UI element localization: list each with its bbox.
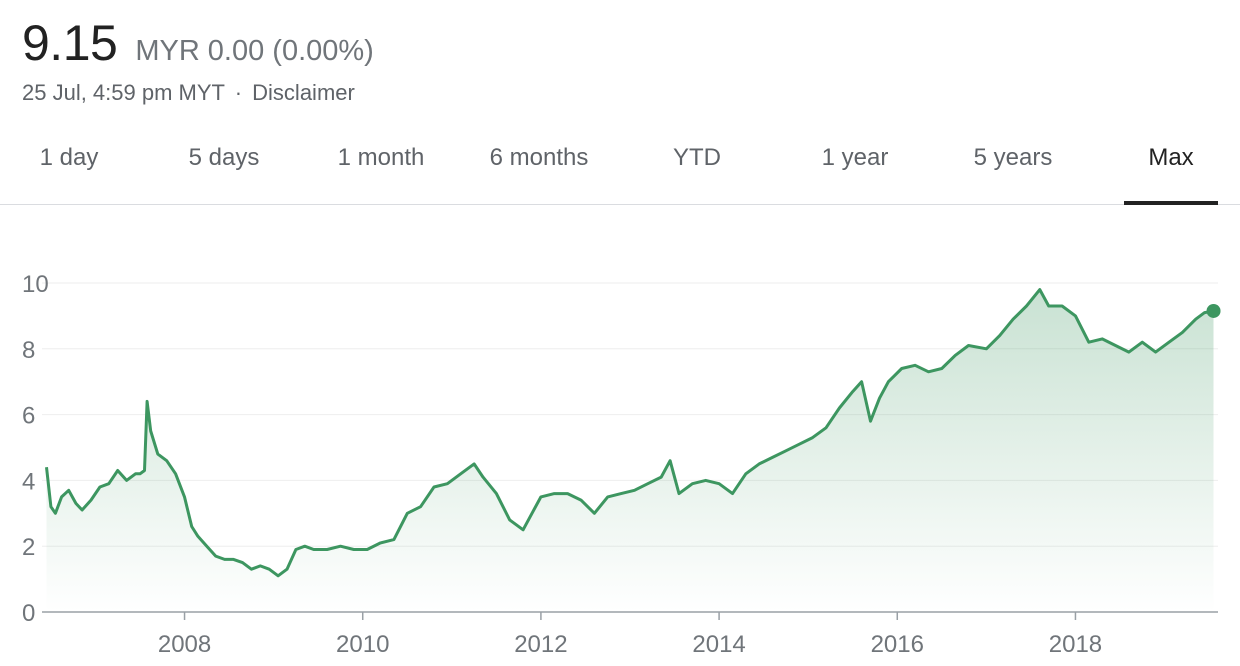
y-tick-label: 0 xyxy=(22,600,35,627)
tab-1-year[interactable]: 1 year xyxy=(821,144,889,171)
tab-1-month[interactable]: 1 month xyxy=(337,144,425,171)
tab-max[interactable]: Max xyxy=(1124,118,1218,205)
tab-5-days[interactable]: 5 days xyxy=(188,144,260,171)
stock-price: 9.15 xyxy=(22,15,118,71)
x-tick-label: 2010 xyxy=(336,631,389,658)
quote-subline: 25 Jul, 4:59 pm MYT · Disclaimer xyxy=(22,80,374,106)
y-axis-ticks: 0 2 4 6 8 10 xyxy=(22,271,49,627)
y-tick-label: 10 xyxy=(22,271,49,298)
tab-5-years[interactable]: 5 years xyxy=(973,144,1053,171)
price-line xyxy=(45,288,1214,578)
y-tick-label: 8 xyxy=(22,337,35,364)
tab-ytd[interactable]: YTD xyxy=(673,144,721,171)
separator: · xyxy=(234,80,243,105)
range-tabs: 1 day 5 days 1 month 6 months YTD 1 year… xyxy=(0,118,1240,205)
y-tick-label: 2 xyxy=(22,534,35,561)
tab-1-day[interactable]: 1 day xyxy=(39,144,99,171)
y-tick-label: 4 xyxy=(22,468,35,495)
x-tick-label: 2016 xyxy=(871,631,924,658)
x-axis-ticks: 2008 2010 2012 2014 2016 2018 xyxy=(158,612,1102,658)
x-tick-label: 2012 xyxy=(514,631,567,658)
tab-6-months[interactable]: 6 months xyxy=(489,144,589,171)
quote-header: 9.15 MYR 0.00 (0.00%) 25 Jul, 4:59 pm MY… xyxy=(22,14,374,106)
y-tick-label: 6 xyxy=(22,403,35,430)
quote-timestamp: 25 Jul, 4:59 pm MYT xyxy=(22,80,225,105)
x-tick-label: 2008 xyxy=(158,631,211,658)
disclaimer-link[interactable]: Disclaimer xyxy=(252,80,355,105)
x-tick-label: 2014 xyxy=(692,631,745,658)
price-chart: 0 2 4 6 8 10 2008 2010 2012 2014 2016 2018 xyxy=(22,271,1221,658)
last-price-marker xyxy=(1206,303,1221,318)
x-tick-label: 2018 xyxy=(1049,631,1102,658)
price-row: 9.15 MYR 0.00 (0.00%) xyxy=(22,14,374,72)
price-area-fill xyxy=(46,289,1214,612)
currency-code: MYR xyxy=(135,35,200,67)
price-change: 0.00 (0.00%) xyxy=(207,35,374,67)
